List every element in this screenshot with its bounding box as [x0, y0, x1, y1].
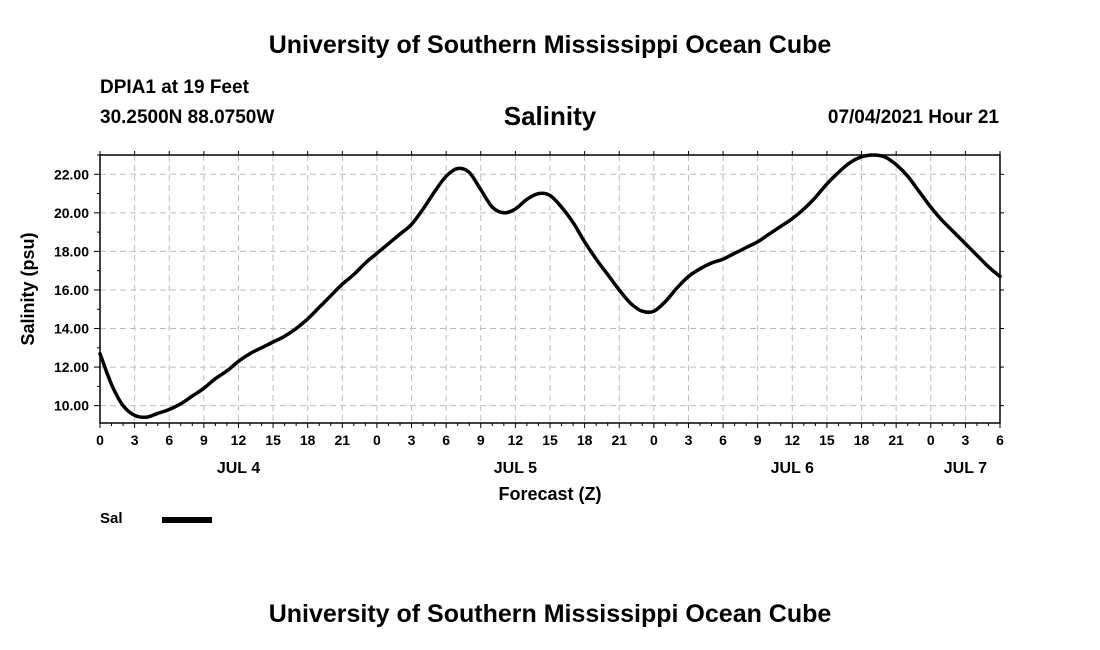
- x-tick-label: 9: [477, 432, 485, 448]
- x-tick-label: 0: [650, 432, 658, 448]
- x-axis-label: Forecast (Z): [498, 484, 601, 504]
- y-tick-label: 18.00: [54, 243, 89, 259]
- x-tick-label: 6: [442, 432, 450, 448]
- chart-title: Salinity: [503, 101, 597, 131]
- x-day-label: JUL 5: [494, 460, 537, 477]
- y-axis: 10.00 12.00 14.00 16.00 18.00 20.00 22.00: [54, 154, 1004, 414]
- x-day-label: JUL 4: [217, 460, 260, 477]
- x-tick-label: 6: [719, 432, 727, 448]
- station-name: DPIA1 at 19 Feet: [100, 77, 249, 98]
- y-tick-label: 10.00: [54, 398, 89, 414]
- y-tick-label: 14.00: [54, 321, 89, 337]
- x-tick-label: 9: [200, 432, 208, 448]
- y-tick-label: 22.00: [54, 166, 89, 182]
- x-tick-label: 0: [373, 432, 381, 448]
- x-tick-label: 3: [408, 432, 416, 448]
- y-axis-label: Salinity (psu): [18, 232, 38, 345]
- x-tick-label: 21: [888, 432, 904, 448]
- x-tick-label: 15: [265, 432, 281, 448]
- x-tick-label: 12: [231, 432, 247, 448]
- x-day-label: JUL 7: [944, 460, 987, 477]
- x-tick-label: 3: [961, 432, 969, 448]
- forecast-timestamp: 07/04/2021 Hour 21: [827, 107, 999, 128]
- y-tick-label: 16.00: [54, 282, 89, 298]
- x-tick-label: 3: [131, 432, 139, 448]
- x-tick-label: 9: [754, 432, 762, 448]
- x-tick-label: 12: [785, 432, 801, 448]
- series-line-sal: [98, 153, 1002, 420]
- x-tick-label: 0: [927, 432, 935, 448]
- bottom-title: University of Southern Mississippi Ocean…: [268, 600, 832, 628]
- x-tick-label: 3: [685, 432, 693, 448]
- x-tick-label: 21: [335, 432, 351, 448]
- legend-label: Sal: [100, 510, 123, 527]
- x-tick-label: 15: [542, 432, 558, 448]
- legend-swatch: [162, 517, 212, 523]
- station-coordinates: 30.2500N 88.0750W: [100, 107, 275, 128]
- x-tick-label: 12: [508, 432, 524, 448]
- x-tick-label: 0: [96, 432, 104, 448]
- x-axis: 0 3 6 9 12 15 18 21 0 3 6 9 12 15 18 21 0 3 6 9 12 15 18 21 0 3 6J…: [96, 151, 1004, 477]
- x-tick-label: 18: [854, 432, 870, 448]
- series-layer: [98, 153, 1002, 420]
- x-tick-label: 15: [819, 432, 835, 448]
- y-tick-label: 12.00: [54, 359, 89, 375]
- x-tick-label: 18: [300, 432, 316, 448]
- x-tick-label: 6: [165, 432, 173, 448]
- x-tick-label: 18: [577, 432, 593, 448]
- y-tick-label: 20.00: [54, 205, 89, 221]
- top-title: University of Southern Mississippi Ocean…: [268, 31, 832, 59]
- x-tick-label: 21: [611, 432, 627, 448]
- x-tick-label: 6: [996, 432, 1004, 448]
- grid: [100, 155, 1000, 423]
- x-day-label: JUL 6: [771, 460, 814, 477]
